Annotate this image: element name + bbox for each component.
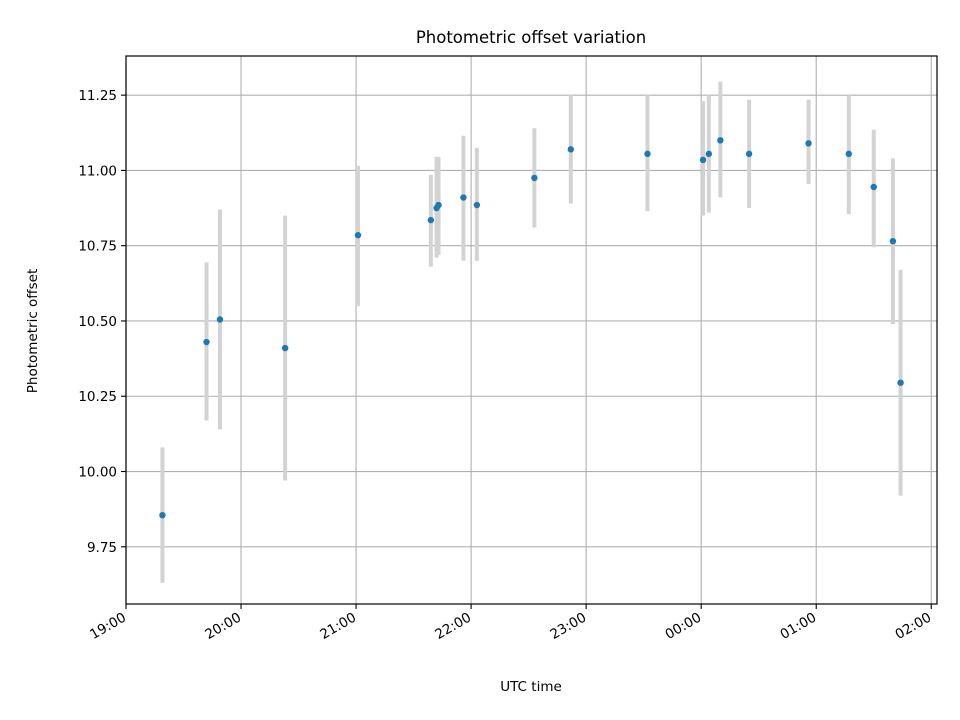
data-point <box>870 183 877 191</box>
data-points <box>159 137 904 519</box>
data-point <box>805 140 812 147</box>
data-point <box>216 316 224 323</box>
data-point <box>460 194 467 201</box>
data-point <box>717 137 724 144</box>
y-tick-label: 10.50 <box>78 314 117 330</box>
data-point <box>845 150 853 158</box>
data-point <box>644 150 651 158</box>
data-point <box>567 146 575 153</box>
y-tick-label: 10.25 <box>78 389 117 405</box>
data-point <box>745 150 753 158</box>
data-point <box>705 150 713 158</box>
data-point <box>531 174 538 182</box>
data-point <box>159 511 166 519</box>
data-point <box>203 338 210 346</box>
data-point <box>427 216 435 224</box>
x-axis-label: UTC time <box>500 679 562 695</box>
grid <box>125 56 937 604</box>
y-axis-label: Photometric offset <box>25 269 41 393</box>
data-point <box>354 231 362 239</box>
y-tick-label: 11.25 <box>78 88 117 104</box>
y-axis-ticks: 9.75 10.00 10.25 10.50 10.75 11.00 11.25 <box>78 88 126 556</box>
y-tick-label: 10.75 <box>78 239 117 255</box>
y-tick-label: 10.00 <box>78 465 117 481</box>
chart-title: Photometric offset variation <box>416 28 646 47</box>
y-tick-label: 9.75 <box>87 540 117 556</box>
plot-frame <box>125 55 938 605</box>
data-point <box>281 344 289 352</box>
data-point <box>699 156 707 164</box>
y-tick-label: 11.00 <box>78 163 117 179</box>
data-point <box>473 201 481 209</box>
data-point <box>889 237 897 245</box>
axes <box>125 55 938 605</box>
data-point <box>435 201 442 209</box>
data-point <box>897 379 904 386</box>
